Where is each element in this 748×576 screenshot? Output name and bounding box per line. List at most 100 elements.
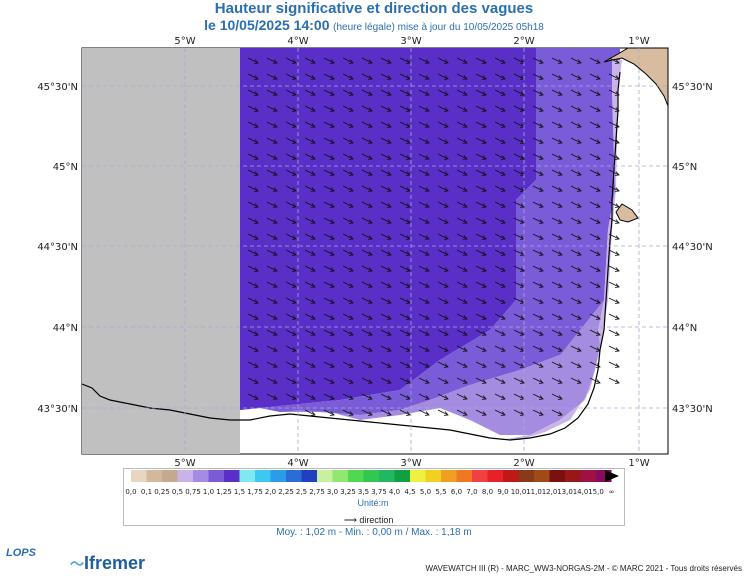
direction-arrow bbox=[361, 345, 373, 352]
direction-arrowhead bbox=[291, 267, 297, 272]
legend-swatch bbox=[565, 470, 581, 482]
direction-arrowhead bbox=[272, 155, 278, 160]
legend-swatch bbox=[456, 470, 472, 482]
direction-arrowhead bbox=[291, 155, 297, 160]
direction-arrow bbox=[247, 393, 259, 400]
direction-arrowhead bbox=[405, 187, 411, 192]
direction-arrow bbox=[266, 313, 278, 320]
direction-arrow bbox=[570, 377, 582, 384]
direction-arrowhead bbox=[291, 363, 297, 368]
direction-arrowhead bbox=[557, 235, 563, 240]
direction-arrowhead bbox=[291, 299, 297, 304]
direction-arrow bbox=[494, 121, 506, 128]
legend-value-label: 3,0 bbox=[327, 488, 338, 496]
direction-arrowhead bbox=[329, 411, 335, 416]
direction-arrowhead bbox=[348, 59, 354, 64]
direction-arrowhead bbox=[405, 139, 411, 144]
direction-arrow bbox=[342, 377, 354, 384]
direction-arrowhead bbox=[272, 235, 278, 240]
direction-arrowhead bbox=[272, 347, 278, 352]
direction-arrowhead bbox=[424, 251, 430, 256]
direction-arrowhead bbox=[500, 267, 506, 272]
direction-arrowhead bbox=[538, 235, 544, 240]
direction-arrowhead bbox=[538, 267, 544, 272]
legend-value-label: 13,0 bbox=[557, 488, 573, 496]
direction-arrow bbox=[285, 361, 297, 368]
direction-arrowhead bbox=[253, 155, 259, 160]
legend-value-label: 0,1 bbox=[141, 488, 152, 496]
direction-arrowhead bbox=[348, 235, 354, 240]
direction-arrow bbox=[456, 377, 468, 384]
direction-arrowhead bbox=[405, 203, 411, 208]
direction-arrowhead bbox=[424, 315, 430, 320]
direction-arrow bbox=[342, 361, 354, 368]
direction-arrow bbox=[247, 345, 259, 352]
direction-arrow bbox=[323, 313, 335, 320]
direction-arrow bbox=[494, 329, 506, 336]
direction-arrowhead bbox=[386, 347, 392, 352]
direction-arrow bbox=[342, 153, 354, 160]
graticule bbox=[82, 48, 668, 454]
direction-arrow bbox=[323, 121, 335, 128]
legend-swatch bbox=[348, 470, 364, 482]
direction-arrow bbox=[589, 73, 601, 80]
direction-arrow bbox=[380, 249, 392, 256]
direction-arrowhead bbox=[405, 171, 411, 176]
direction-arrow bbox=[361, 281, 373, 288]
direction-arrow bbox=[418, 57, 430, 64]
wave-map: 5°W 4°W 3°W 2°W 1°W 5°W 4°W 3°W 2°W 1°W … bbox=[37, 36, 712, 469]
direction-arrowhead bbox=[386, 251, 392, 256]
direction-arrow bbox=[551, 361, 563, 368]
direction-arrow bbox=[247, 121, 259, 128]
direction-arrowhead bbox=[576, 123, 582, 128]
direction-arrow bbox=[323, 153, 335, 160]
coastline-spain bbox=[82, 71, 621, 441]
direction-arrow bbox=[513, 345, 525, 352]
direction-arrow bbox=[285, 201, 297, 208]
direction-arrow bbox=[532, 377, 544, 384]
direction-arrow bbox=[361, 361, 373, 368]
direction-arrow bbox=[456, 153, 468, 160]
direction-arrow bbox=[285, 185, 297, 192]
direction-arrowhead bbox=[329, 347, 335, 352]
direction-arrow bbox=[285, 137, 297, 144]
direction-arrowhead bbox=[405, 75, 411, 80]
direction-arrow bbox=[475, 313, 487, 320]
direction-arrow bbox=[551, 169, 563, 176]
direction-arrow bbox=[304, 329, 316, 336]
direction-arrowhead bbox=[272, 267, 278, 272]
direction-arrowhead bbox=[272, 379, 278, 384]
direction-arrowhead bbox=[329, 203, 335, 208]
direction-arrowhead bbox=[329, 75, 335, 80]
direction-arrow bbox=[513, 105, 525, 112]
direction-arrowhead bbox=[462, 187, 468, 192]
direction-arrow bbox=[513, 377, 525, 384]
direction-arrow bbox=[247, 73, 259, 80]
direction-arrowhead bbox=[462, 267, 468, 272]
legend-swatch bbox=[255, 470, 271, 482]
direction-arrowhead bbox=[272, 251, 278, 256]
direction-arrow bbox=[570, 169, 582, 176]
direction-arrow bbox=[342, 281, 354, 288]
direction-arrowhead bbox=[614, 363, 620, 368]
direction-arrowhead bbox=[481, 299, 487, 304]
direction-arrow bbox=[437, 201, 449, 208]
direction-arrow bbox=[437, 153, 449, 160]
direction-arrow bbox=[475, 201, 487, 208]
direction-arrowhead bbox=[443, 155, 449, 160]
direction-arrow bbox=[285, 313, 297, 320]
direction-arrowhead bbox=[462, 91, 468, 96]
direction-arrow bbox=[437, 329, 449, 336]
legend-swatch bbox=[363, 470, 379, 482]
direction-arrowhead bbox=[595, 155, 601, 160]
direction-arrow bbox=[380, 137, 392, 144]
direction-arrow bbox=[456, 233, 468, 240]
direction-arrow bbox=[380, 329, 392, 336]
direction-arrowhead bbox=[614, 59, 620, 64]
direction-arrow bbox=[342, 185, 354, 192]
direction-arrowhead bbox=[329, 251, 335, 256]
direction-arrow bbox=[418, 153, 430, 160]
direction-arrowhead bbox=[443, 59, 449, 64]
direction-arrowhead bbox=[329, 139, 335, 144]
direction-arrow bbox=[399, 233, 411, 240]
